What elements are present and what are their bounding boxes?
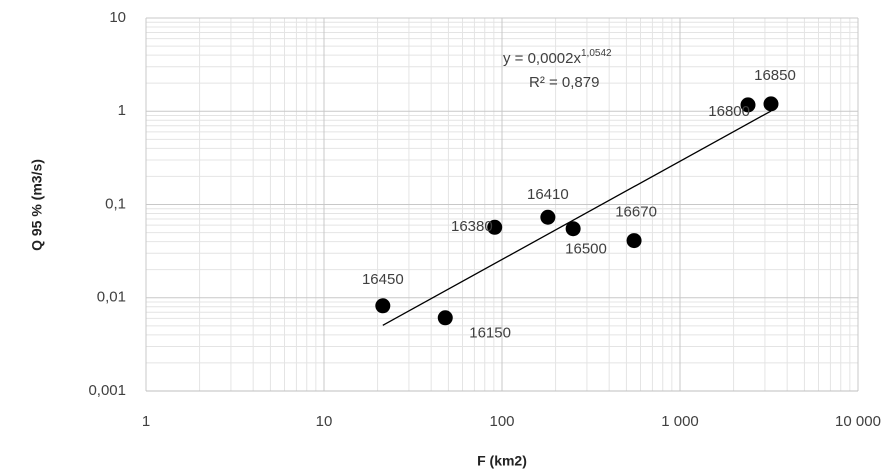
data-point bbox=[565, 221, 581, 237]
y-tick-label: 10 bbox=[109, 9, 126, 26]
x-tick-label: 10 bbox=[316, 413, 333, 430]
y-axis-title: Q 95 % (m3/s) bbox=[29, 159, 45, 251]
trendline-equation: y = 0,0002x1,0542 bbox=[503, 48, 612, 67]
point-label: 16410 bbox=[527, 186, 569, 203]
trendline-equation: y = 0,0002x bbox=[503, 50, 581, 67]
trendline-exponent: 1,0542 bbox=[581, 48, 612, 59]
point-label: 16500 bbox=[565, 241, 607, 258]
x-tick-label: 100 bbox=[489, 413, 514, 430]
y-tick-label: 0,1 bbox=[105, 195, 126, 212]
y-tick-label: 1 bbox=[118, 102, 126, 119]
x-axis-title: F (km2) bbox=[477, 453, 527, 469]
data-point bbox=[487, 219, 503, 235]
y-tick-label: 0,001 bbox=[88, 382, 126, 399]
trendline-r2: R² = 0,879 bbox=[529, 74, 599, 91]
x-tick-label: 10 000 bbox=[835, 413, 881, 430]
data-point bbox=[437, 310, 453, 326]
x-tick-label: 1 000 bbox=[661, 413, 699, 430]
x-tick-label: 1 bbox=[142, 413, 150, 430]
data-point bbox=[375, 298, 391, 314]
data-point bbox=[540, 209, 556, 225]
point-label: 16150 bbox=[469, 325, 511, 342]
data-point bbox=[626, 233, 642, 249]
point-label: 16450 bbox=[362, 271, 404, 288]
data-point bbox=[740, 97, 756, 113]
point-label: 16670 bbox=[615, 204, 657, 221]
trendline bbox=[382, 110, 772, 326]
point-label: 16380 bbox=[451, 218, 493, 235]
y-tick-label: 0,01 bbox=[97, 289, 126, 306]
data-point bbox=[763, 96, 779, 112]
point-label: 16850 bbox=[754, 67, 796, 84]
point-label: 16800 bbox=[708, 103, 750, 120]
